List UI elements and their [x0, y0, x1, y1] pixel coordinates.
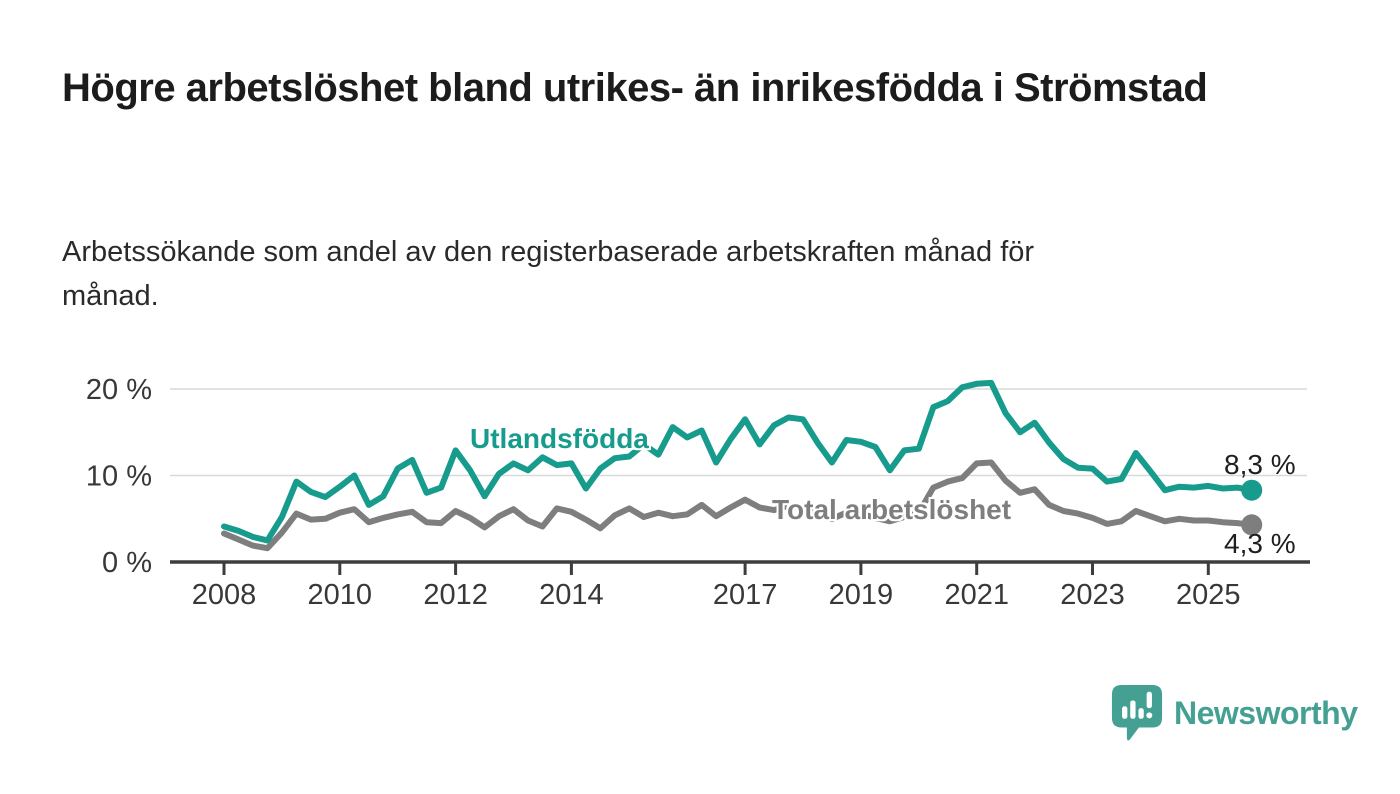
end-value-label-utlandsfodda: 8,3 % [1224, 449, 1296, 480]
newsworthy-logo-icon [1111, 685, 1163, 741]
series-end-dot-total-arbetsl-shet [1241, 514, 1263, 536]
page-title: Högre arbetslöshet bland utrikes- än inr… [62, 66, 1208, 110]
x-tick-label: 2019 [829, 579, 894, 611]
newsworthy-logo-text: Newsworthy [1174, 694, 1358, 731]
x-tick-label: 2012 [423, 579, 488, 611]
series-end-dot-utlandsf-dda [1241, 479, 1263, 501]
series-label-total-arbetsloshet: Total arbetslöshet [772, 494, 1012, 525]
y-tick-label: 0 % [102, 547, 152, 579]
exclamation-bar [1146, 691, 1152, 709]
x-tick-label: 2025 [1176, 579, 1241, 611]
y-tick-label: 10 % [86, 461, 152, 493]
bar-2 [1130, 700, 1136, 719]
x-tick-label: 2017 [713, 579, 778, 611]
series-label-utlandsfodda: Utlandsfödda [470, 423, 649, 454]
series-line-utlandsf-dda [221, 379, 1255, 544]
newsworthy-branding: Newsworthy [1110, 683, 1358, 743]
page-subtitle: Arbetssökande som andel av den registerb… [62, 236, 1035, 312]
y-tick-label: 20 % [86, 374, 152, 406]
bar-1 [1122, 706, 1128, 719]
x-tick-label: 2014 [539, 579, 604, 611]
x-tick-label: 2021 [944, 579, 1009, 611]
exclamation-dot [1146, 712, 1153, 719]
x-tick-label: 2008 [192, 579, 257, 611]
end-value-label-total: 4,3 % [1224, 528, 1296, 559]
speech-bubble-shape [1111, 685, 1163, 741]
x-tick-label: 2023 [1060, 579, 1125, 611]
x-tick-label: 2010 [308, 579, 373, 611]
bar-3 [1138, 708, 1144, 719]
series-line-total-arbetsl-shet [221, 459, 1255, 552]
